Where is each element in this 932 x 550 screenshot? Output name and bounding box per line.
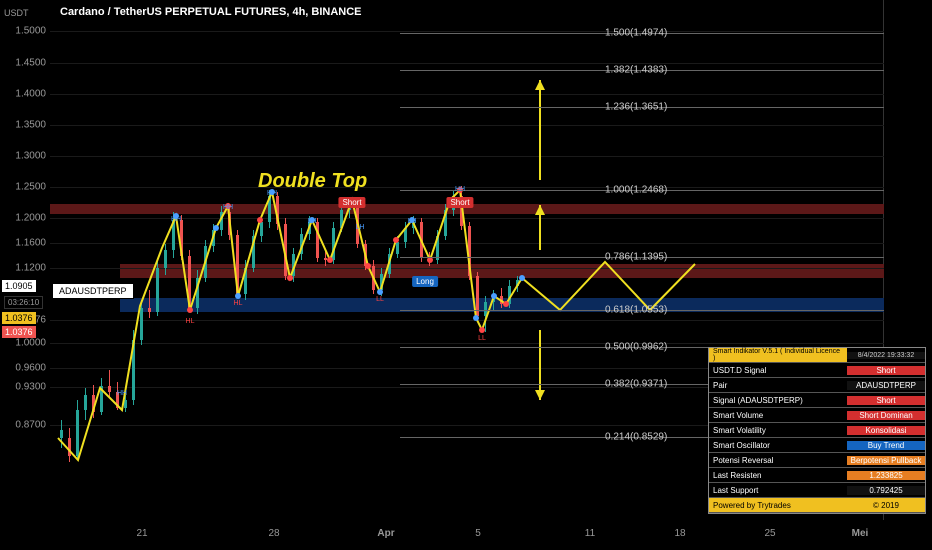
swing-label: LH	[356, 224, 365, 231]
gridline	[50, 320, 884, 321]
indicator-row: PairADAUSDTPERP	[709, 378, 925, 393]
x-tick-label: 21	[136, 528, 147, 539]
fib-label: 0.500(0.9962)	[605, 342, 667, 353]
swing-label: HL	[234, 300, 243, 307]
y-tick-label: 0.9300	[15, 382, 46, 393]
indicator-footer-k: Powered by Trytrades	[709, 501, 847, 510]
y-tick-label: 1.2000	[15, 213, 46, 224]
y-tick-label: 1.3500	[15, 120, 46, 131]
indicator-date: 8/4/2022 19:33:32	[847, 352, 925, 359]
y-tick-label: 0.9600	[15, 363, 46, 374]
swing-label: LL	[376, 296, 384, 303]
x-tick-label: Apr	[377, 528, 394, 539]
indicator-title: Smart Indikator V.5.1 ( Individual Licen…	[709, 348, 847, 362]
swing-label: HH	[223, 204, 233, 211]
indicator-row: Last Support0.792425	[709, 483, 925, 498]
x-tick-label: 25	[764, 528, 775, 539]
y-tick-label: 1.1200	[15, 263, 46, 274]
y-axis: 1.5000 1.4500 1.4000 1.3500 1.3000 1.2500 1.20…	[0, 0, 50, 520]
indicator-row: USDT.D SignalShort	[709, 363, 925, 378]
gridline	[50, 243, 884, 244]
x-tick-label: Mei	[852, 528, 869, 539]
fib-label: 0.214(0.8529)	[605, 432, 667, 443]
y-tick-label: 1.5000	[15, 26, 46, 37]
swing-label: LH	[308, 218, 317, 225]
x-tick-label: 5	[475, 528, 481, 539]
price-tag: 1.0905	[2, 280, 36, 292]
fib-label: 0.618(1.0553)	[605, 305, 667, 316]
gridline	[50, 125, 884, 126]
gridline	[50, 94, 884, 95]
fib-label: 1.236(1.3651)	[605, 102, 667, 113]
indicator-row: Smart VolatilityKonsolidasi	[709, 423, 925, 438]
y-tick-label: 1.4500	[15, 58, 46, 69]
fib-label: 0.382(0.9371)	[605, 379, 667, 390]
price-zone	[120, 264, 884, 278]
gridline	[50, 63, 884, 64]
symbol-tag: ADAUSDTPERP	[52, 283, 134, 299]
x-tick-label: 11	[585, 528, 595, 539]
swing-label: LH	[408, 218, 417, 225]
fib-label: 1.382(1.4383)	[605, 65, 667, 76]
indicator-footer: Powered by Trytrades © 2019	[709, 498, 925, 513]
y-tick-label: 1.0000	[15, 338, 46, 349]
y-tick-label: 1.3000	[15, 151, 46, 162]
gridline	[50, 343, 884, 344]
indicator-row: Signal (ADAUSDTPERP)Short	[709, 393, 925, 408]
gridline	[50, 268, 884, 269]
gridline	[50, 31, 884, 32]
trade-marker: Short	[338, 197, 365, 208]
swing-label: LL	[478, 335, 486, 342]
x-tick-label: 28	[268, 528, 279, 539]
y-tick-label: 1.1600	[15, 238, 46, 249]
gridline	[50, 156, 884, 157]
countdown: 03:26:10	[4, 296, 43, 309]
gridline	[50, 187, 884, 188]
y-tick-label: 0.8700	[15, 420, 46, 431]
fib-label: 1.500(1.4974)	[605, 28, 667, 39]
x-axis: 21 28 Apr 5 11 18 25 Mei	[50, 520, 884, 550]
swing-label: HL	[186, 318, 195, 325]
y-tick-label: 1.2500	[15, 182, 46, 193]
trade-marker: Long	[412, 276, 438, 287]
indicator-header: Smart Indikator V.5.1 ( Individual Licen…	[709, 348, 925, 363]
price-tag: 1.0376	[2, 326, 36, 338]
indicator-row: Last Resisten1.233825	[709, 468, 925, 483]
double-top-annotation: Double Top	[258, 170, 367, 193]
fib-label: 1.000(1.2468)	[605, 185, 667, 196]
indicator-row: Potensi ReversalBerpotensi Pullback	[709, 453, 925, 468]
indicator-row: Smart OscillatorBuy Trend	[709, 438, 925, 453]
indicator-footer-v: © 2019	[847, 501, 925, 510]
swing-label: HH	[117, 390, 127, 397]
x-tick-label: 18	[674, 528, 685, 539]
fib-label: 0.786(1.1395)	[605, 252, 667, 263]
indicator-panel: Smart Indikator V.5.1 ( Individual Licen…	[708, 347, 926, 514]
price-tag: 1.0376	[2, 312, 36, 324]
y-tick-label: 1.4000	[15, 89, 46, 100]
indicator-row: Smart VolumeShort Dominan	[709, 408, 925, 423]
trade-marker: Short	[446, 197, 473, 208]
swing-label: HH	[455, 186, 465, 193]
swing-label: HH	[171, 216, 181, 223]
